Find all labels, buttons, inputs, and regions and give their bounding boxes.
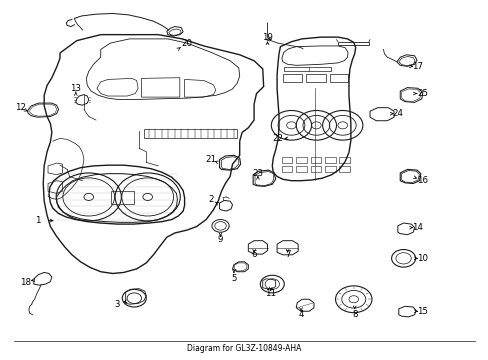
Text: 12: 12: [15, 103, 26, 112]
Text: 25: 25: [416, 89, 427, 98]
Bar: [310, 157, 321, 163]
Text: 17: 17: [412, 62, 423, 71]
Text: 13: 13: [70, 84, 81, 93]
Bar: [281, 166, 292, 172]
Text: 1: 1: [35, 216, 40, 225]
Bar: [325, 157, 335, 163]
Text: 4: 4: [298, 310, 303, 319]
Text: 9: 9: [218, 235, 223, 244]
Text: 10: 10: [416, 254, 427, 263]
Text: 6: 6: [251, 250, 256, 259]
Text: 18: 18: [20, 278, 30, 287]
Text: 15: 15: [416, 307, 427, 316]
Bar: [310, 166, 321, 172]
Text: 23: 23: [252, 169, 263, 178]
Text: 11: 11: [265, 289, 276, 298]
Text: 8: 8: [351, 310, 357, 319]
Text: 5: 5: [231, 274, 236, 283]
Text: Diagram for GL3Z-10849-AHA: Diagram for GL3Z-10849-AHA: [187, 344, 301, 353]
Bar: [339, 157, 349, 163]
Text: 19: 19: [262, 33, 272, 42]
Text: 24: 24: [391, 109, 403, 118]
Bar: [325, 166, 335, 172]
Text: 20: 20: [181, 39, 192, 48]
Text: 21: 21: [205, 155, 216, 164]
Bar: [296, 157, 306, 163]
Text: 3: 3: [115, 300, 120, 309]
Bar: [111, 190, 134, 204]
Text: 2: 2: [208, 195, 213, 204]
Text: 22: 22: [272, 134, 283, 143]
Text: 7: 7: [285, 250, 290, 259]
Text: 14: 14: [412, 223, 423, 232]
Bar: [281, 157, 292, 163]
Text: 16: 16: [416, 176, 427, 185]
Bar: [339, 166, 349, 172]
Bar: [296, 166, 306, 172]
